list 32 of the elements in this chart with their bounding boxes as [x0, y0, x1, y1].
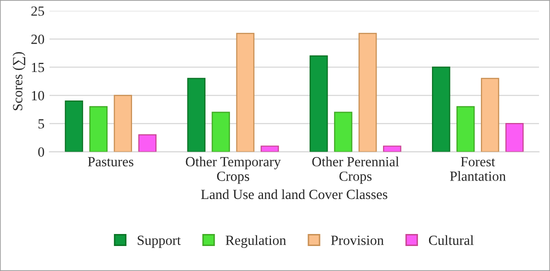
legend-label: Cultural — [428, 235, 474, 245]
bar — [260, 146, 279, 152]
y-tick-label: 20 — [31, 34, 44, 44]
y-tick-label: 0 — [38, 147, 44, 157]
x-axis-title: Land Use and land Cover Classes — [201, 189, 388, 200]
y-tick-label: 10 — [32, 90, 44, 100]
x-tick-label: Forest Plantation — [450, 157, 506, 181]
bar — [310, 55, 328, 152]
y-tick-label: 15 — [32, 62, 44, 72]
bar — [432, 66, 450, 152]
x-tick-label: Other Perennial Crops — [312, 156, 399, 184]
y-tick-label: 5 — [38, 119, 44, 129]
bar — [212, 112, 230, 152]
bar — [138, 134, 157, 152]
y-axis-title: Scores (∑) — [12, 52, 26, 110]
bar — [89, 106, 108, 152]
bar — [187, 78, 206, 152]
bar — [64, 100, 84, 152]
x-tick-label: Other Temporary Crops — [186, 156, 281, 184]
y-tick-label: 25 — [31, 6, 44, 16]
legend-label: Provision — [331, 236, 384, 245]
bar — [236, 32, 254, 152]
bar — [334, 112, 352, 152]
bar — [456, 106, 475, 152]
bar — [114, 94, 132, 152]
legend-label: Regulation — [226, 235, 286, 248]
bar — [383, 146, 402, 152]
bar — [358, 32, 377, 152]
bar — [505, 123, 524, 152]
legend-label: Support — [138, 236, 181, 248]
bar — [480, 78, 500, 152]
x-tick-label: Pastures — [88, 157, 134, 166]
